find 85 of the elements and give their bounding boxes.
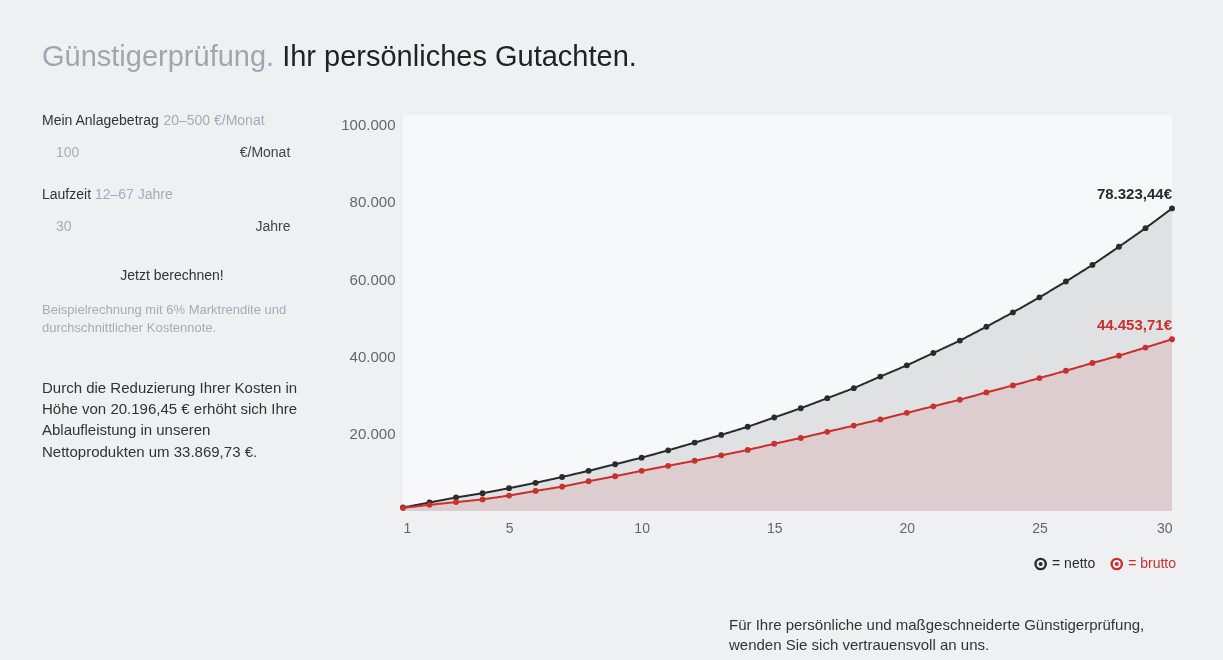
text: 12–67 Jahre — [94, 186, 173, 202]
text: Beispielrechnung mit 6% Marktrendite und durchschnittlicher Kostennote. — [42, 301, 287, 335]
point — [1169, 336, 1175, 343]
point — [691, 457, 698, 464]
point — [903, 409, 910, 416]
point — [1116, 352, 1122, 359]
chart-subtitle: Ihr persönliches Gutachten. — [282, 40, 637, 72]
point — [506, 485, 512, 492]
data-label: 78.323,44€ — [1096, 185, 1173, 203]
point — [1063, 367, 1069, 374]
y-tick-label: 40.000 — [349, 347, 396, 365]
x-tick-label: 5 — [505, 519, 514, 536]
point — [956, 337, 963, 344]
point — [718, 431, 725, 438]
text: €/Monat — [239, 144, 291, 160]
point — [559, 474, 566, 480]
point — [1009, 382, 1016, 389]
point — [479, 490, 486, 497]
point — [585, 467, 592, 474]
point — [1142, 344, 1149, 351]
point — [744, 447, 751, 453]
legend-label: = netto — [1052, 555, 1096, 571]
point — [850, 385, 857, 392]
point — [1142, 225, 1149, 232]
point — [506, 492, 512, 499]
point — [956, 396, 963, 403]
point — [824, 395, 831, 402]
point — [903, 362, 910, 369]
point — [1116, 243, 1122, 250]
point — [532, 479, 539, 486]
point — [1169, 205, 1175, 212]
point — [1009, 309, 1016, 316]
point — [532, 488, 539, 494]
text: Günstigerprüfung. — [42, 40, 275, 72]
point — [930, 403, 937, 410]
point — [612, 461, 619, 468]
point — [479, 496, 486, 503]
x-tick-label: 30 — [1156, 519, 1173, 536]
point — [930, 350, 937, 356]
point — [824, 428, 831, 435]
point — [665, 462, 672, 469]
y-tick-label: 60.000 — [349, 270, 396, 288]
point — [1089, 360, 1096, 366]
point — [850, 422, 857, 429]
point — [797, 435, 804, 441]
text: Jetzt berechnen! — [120, 267, 224, 283]
point — [877, 373, 884, 380]
x-tick-label: 1 — [403, 519, 412, 536]
text: Mein Anlagebetrag — [42, 112, 159, 128]
point — [1089, 261, 1096, 268]
point — [797, 405, 804, 412]
point — [612, 473, 619, 480]
point — [559, 483, 566, 490]
point — [585, 478, 592, 485]
point — [1036, 294, 1043, 301]
y-tick-label: 100.000 — [341, 116, 396, 134]
point — [718, 452, 725, 459]
x-tick-label: 10 — [634, 519, 651, 536]
point — [1036, 375, 1043, 382]
x-tick-label: 25 — [1032, 519, 1048, 536]
x-tick-label: 20 — [899, 519, 916, 536]
y-tick-label: 80.000 — [349, 193, 396, 211]
point — [665, 447, 672, 454]
point — [638, 454, 645, 461]
x-tick-label: 15 — [766, 519, 783, 536]
point — [744, 423, 751, 430]
text: Jahre — [255, 218, 291, 234]
data-label: 44.453,71€ — [1096, 316, 1173, 334]
text: Durch die Reduzierung Ihrer Kosten in Höhe von 20.196,45 € erhöht sich Ihre Ablaufleistung in unseren Nettoprodukten um 33.869,73 €. — [42, 378, 298, 460]
point — [983, 389, 990, 396]
text: 30 — [56, 218, 72, 234]
point — [638, 467, 645, 474]
y-tick-label: 20.000 — [349, 425, 396, 443]
point — [691, 439, 698, 446]
point — [771, 440, 778, 447]
text: 20–500 €/Monat — [163, 112, 265, 128]
point — [771, 414, 778, 421]
point — [453, 499, 459, 506]
point — [1063, 278, 1069, 285]
text: Für Ihre persönliche und maßgeschneiderte Günstigerprüfung, wenden Sie sich vertrauensvoll an uns. — [728, 615, 1145, 653]
point — [983, 323, 990, 330]
legend-label: = brutto — [1128, 555, 1177, 571]
text: Laufzeit — [42, 186, 92, 202]
point — [877, 416, 884, 423]
text: 100 — [56, 144, 80, 160]
